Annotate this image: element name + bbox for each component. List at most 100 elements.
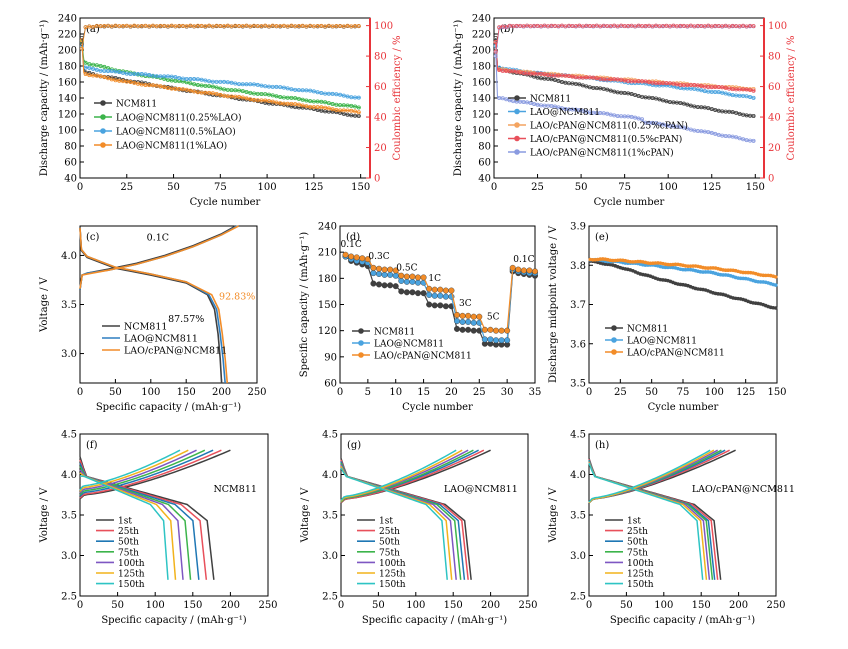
data-point-a-2	[349, 95, 354, 100]
data-point-a-3	[330, 107, 335, 112]
ce-point-a-5	[143, 23, 148, 28]
data-point-a-3	[210, 91, 215, 96]
data-point-a-1	[326, 101, 331, 106]
midpoint-point-2	[763, 273, 768, 278]
data-point-a-2	[259, 83, 264, 88]
ce-point-a-5	[83, 25, 88, 30]
charge-curve-h-150th	[588, 449, 711, 503]
legend-entry-g: 1st	[379, 517, 393, 527]
data-point-a-2	[207, 79, 212, 84]
ce-point-a-5	[121, 24, 125, 28]
y2-tick-label-b: 20	[768, 143, 781, 154]
annotation-c: 87.57%	[168, 314, 204, 325]
data-point-b-0	[629, 92, 634, 97]
rate-point-2	[487, 326, 494, 333]
panel-a: 0 25 50 75 100 125 150406080100120140160180200…	[39, 14, 403, 209]
data-point-a-3	[229, 94, 234, 99]
ce-point-a-5	[270, 23, 275, 28]
rate-point-2	[481, 326, 488, 333]
ce-point-a-5	[248, 24, 253, 29]
data-point-b-4	[532, 101, 537, 106]
data-point-b-3	[748, 88, 753, 93]
data-point-a-3	[128, 80, 133, 85]
data-point-a-2	[281, 85, 286, 90]
ce-point-a-5	[240, 24, 245, 29]
data-point-a-2	[266, 84, 271, 89]
data-point-a-3	[349, 108, 354, 113]
data-point-a-2	[132, 72, 137, 77]
y-tick-label-c: 4.0	[61, 251, 77, 262]
x-tick-label-e: 0	[586, 387, 592, 398]
data-point-a-1	[207, 84, 212, 89]
ce-point-b-6	[702, 24, 707, 29]
legend-entry-g: 75th	[379, 548, 400, 558]
data-point-a-3	[319, 105, 324, 110]
data-point-a-3	[214, 92, 219, 97]
ce-point-a-5	[147, 24, 152, 29]
data-point-b-4	[633, 115, 638, 120]
x-tick-label-e: 75	[677, 387, 690, 398]
x-tick-label-h: 250	[766, 600, 785, 611]
ce-point-a-5	[225, 23, 230, 28]
ce-point-a-5	[207, 23, 212, 28]
ce-point-a-5	[281, 23, 286, 28]
legend-entry-h: 150th	[627, 580, 654, 590]
data-point-b-4	[741, 137, 746, 142]
data-point-b-0	[741, 112, 746, 117]
data-point-b-1	[699, 88, 704, 93]
midpoint-point-2	[743, 270, 748, 275]
data-point-b-0	[556, 79, 561, 84]
y-tick-label-e: 3.5	[570, 379, 586, 390]
ce-point-b-6	[521, 24, 526, 29]
ce-point-b-6	[559, 23, 564, 28]
data-point-b-4	[709, 130, 714, 135]
data-point-a-3	[158, 84, 163, 89]
panel-e: 0 25 50 75 100 125 150 3.5 3.6 3.7 3.8 3.9 Cycle num…	[548, 222, 787, 414]
data-point-a-1	[319, 99, 324, 104]
data-point-b-0	[660, 98, 665, 103]
data-point-a-2	[124, 71, 129, 76]
ce-line-b-5	[495, 25, 756, 57]
ce-point-a-5	[341, 24, 346, 29]
y-tick-label-d: 90	[324, 352, 337, 363]
data-point-a-1	[281, 95, 286, 100]
charge-curve-f-125th	[79, 449, 189, 492]
data-point-a-1	[293, 96, 298, 101]
legend-entry-a: NCM811	[116, 100, 157, 110]
legend-entry-a: LAO@NCM811(0.5%LAO)	[116, 127, 236, 138]
rate-point-2	[420, 274, 427, 281]
y-tick-label-g: 3.0	[322, 551, 338, 562]
ce-point-a-5	[263, 23, 268, 28]
rate-point-2	[348, 253, 355, 260]
ce-point-a-5	[87, 24, 92, 29]
data-point-a-2	[225, 80, 230, 85]
data-point-b-3	[497, 68, 502, 73]
data-point-b-4	[688, 127, 693, 132]
y-tick-label-b: 220	[472, 30, 491, 41]
data-point-a-3	[251, 97, 256, 102]
rate-point-2	[442, 287, 449, 294]
y-tick-label-b: 100	[472, 126, 491, 137]
y-tick-label-f: 4.0	[61, 470, 77, 481]
ce-point-a-5	[244, 23, 249, 28]
panel-f: 0 50 100 150 200 250 2.5 3.0 3.5 4.0 4.5 Specific c…	[39, 430, 278, 627]
data-point-a-0	[345, 112, 350, 117]
data-point-a-3	[308, 104, 313, 109]
data-point-b-1	[727, 92, 732, 97]
charge-curve-g-25th	[340, 449, 485, 504]
data-point-a-2	[98, 68, 103, 73]
x-tick-label-d: 15	[417, 387, 430, 398]
data-point-a-2	[106, 69, 111, 74]
data-point-a-3	[195, 90, 200, 95]
legend-entry-g: 150th	[379, 580, 406, 590]
data-point-a-3	[87, 73, 92, 78]
data-point-a-3	[263, 98, 268, 103]
discharge-curve-c-1	[79, 227, 226, 384]
plot-frame-f	[79, 433, 269, 597]
annotation-c: 0.1C	[147, 233, 169, 244]
sample-label-h: LAO/cPAN@NCM811	[692, 484, 795, 495]
legend-entry-e: LAO@NCM811	[627, 337, 697, 347]
data-point-a-3	[135, 81, 140, 86]
panel-g: 0 50 100 150 200 250 2.5 3.0 3.5 4.0 4.5 Specific c…	[300, 430, 538, 627]
data-point-a-0	[330, 109, 335, 114]
